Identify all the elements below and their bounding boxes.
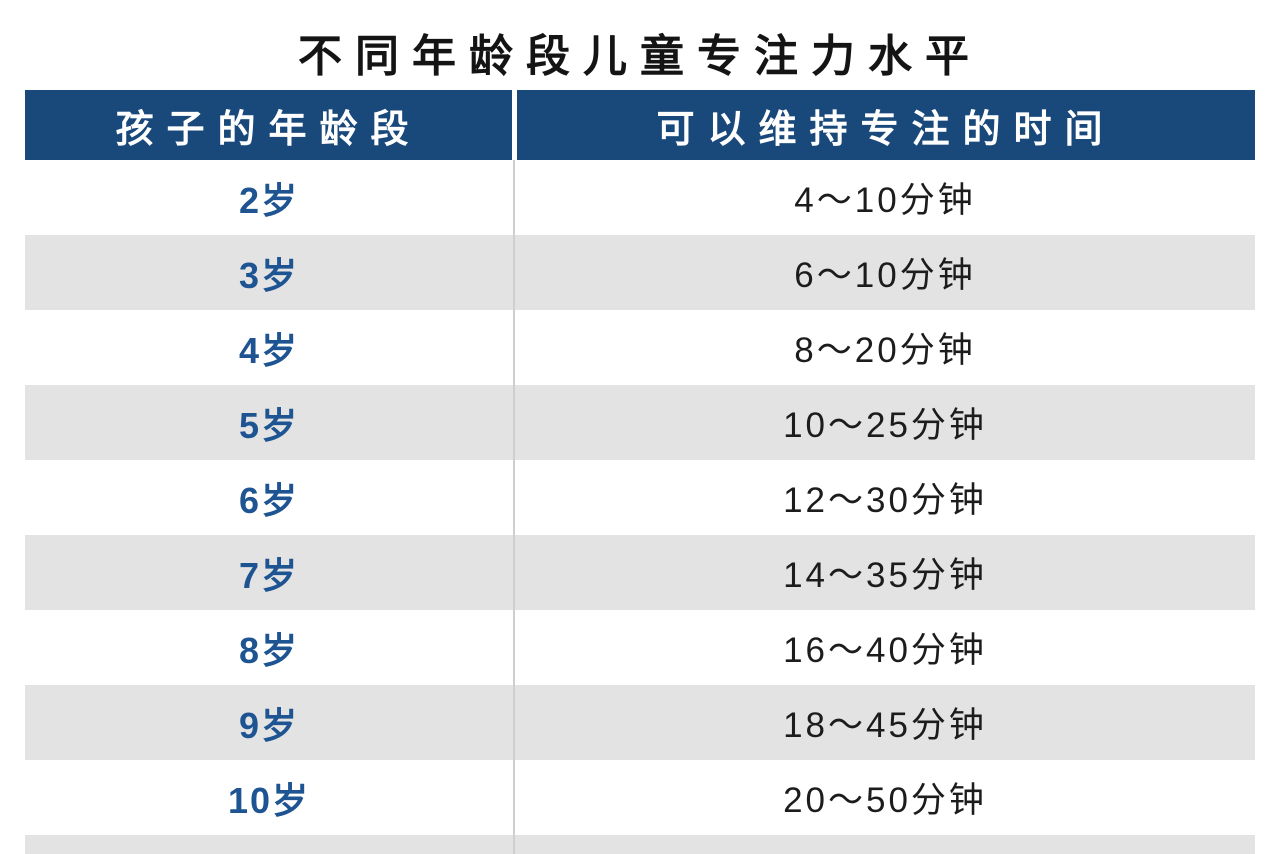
age-cell: 10岁 (25, 760, 515, 835)
table-row: 5岁 10～25分钟 (25, 385, 1255, 460)
age-cell: 8岁 (25, 610, 515, 685)
time-cell: 14～35分钟 (783, 556, 987, 595)
age-cell: 6岁 (25, 460, 515, 535)
table-row: 9岁 18～45分钟 (25, 685, 1255, 760)
table-row: 2岁 4～10分钟 (25, 160, 1255, 235)
time-cell: 8～20分钟 (794, 331, 976, 370)
header-time-column: 可以维持专注的时间 (517, 90, 1255, 160)
age-cell: 9岁 (25, 685, 515, 760)
table-row: 10岁 20～50分钟 (25, 760, 1255, 835)
time-cell: 16～40分钟 (783, 631, 987, 670)
header-age-column: 孩子的年龄段 (25, 90, 512, 160)
table-row: 8岁 16～40分钟 (25, 610, 1255, 685)
age-cell: 7岁 (25, 535, 515, 610)
table-row: 6岁 12～30分钟 (25, 460, 1255, 535)
time-cell: 6～10分钟 (794, 256, 976, 295)
age-cell: 4岁 (25, 310, 515, 385)
partial-row-strip (25, 835, 1255, 854)
time-cell: 12～30分钟 (783, 481, 987, 520)
table-row: 3岁 6～10分钟 (25, 235, 1255, 310)
age-cell: 2岁 (25, 160, 515, 235)
table-header-row: 孩子的年龄段 可以维持专注的时间 (25, 90, 1255, 160)
attention-span-table: 孩子的年龄段 可以维持专注的时间 2岁 4～10分钟 3岁 6～10分钟 4岁 … (25, 90, 1255, 854)
time-cell: 18～45分钟 (783, 706, 987, 745)
time-cell: 10～25分钟 (783, 406, 987, 445)
time-cell: 20～50分钟 (783, 781, 987, 820)
table-row: 4岁 8～20分钟 (25, 310, 1255, 385)
table-body: 2岁 4～10分钟 3岁 6～10分钟 4岁 8～20分钟 5岁 10～25分钟… (25, 160, 1255, 835)
time-cell: 4～10分钟 (794, 181, 976, 220)
page-title: 不同年龄段儿童专注力水平 (298, 32, 982, 81)
age-cell: 5岁 (25, 385, 515, 460)
age-cell: 3岁 (25, 235, 515, 310)
partial-row-age-cell (25, 835, 515, 854)
table-row: 7岁 14～35分钟 (25, 535, 1255, 610)
